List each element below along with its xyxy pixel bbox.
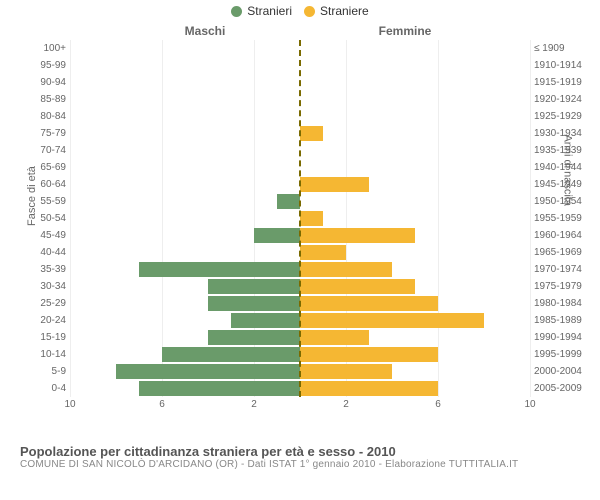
age-label: 75-79 bbox=[40, 125, 66, 142]
age-label: 70-74 bbox=[40, 142, 66, 159]
birth-year-label: 1950-1954 bbox=[534, 193, 582, 210]
birth-year-label: 1910-1914 bbox=[534, 57, 582, 74]
bar-female bbox=[300, 364, 392, 379]
bar-female bbox=[300, 262, 392, 277]
age-label: 20-24 bbox=[40, 312, 66, 329]
birth-year-label: 1970-1974 bbox=[534, 261, 582, 278]
bar-male bbox=[139, 381, 300, 396]
bar-female bbox=[300, 313, 484, 328]
age-label: 100+ bbox=[43, 40, 66, 57]
birth-year-label: 1985-1989 bbox=[534, 312, 582, 329]
birth-year-label: 1930-1934 bbox=[534, 125, 582, 142]
age-label: 40-44 bbox=[40, 244, 66, 261]
birth-year-label: 1915-1919 bbox=[534, 74, 582, 91]
age-label: 5-9 bbox=[52, 363, 66, 380]
x-tick: 6 bbox=[159, 399, 165, 410]
legend-item: Stranieri bbox=[231, 4, 292, 18]
age-label: 65-69 bbox=[40, 159, 66, 176]
chart-title: Popolazione per cittadinanza straniera p… bbox=[20, 444, 580, 459]
bar-female bbox=[300, 296, 438, 311]
plot-area: 100+≤ 190995-991910-191490-941915-191985… bbox=[70, 40, 530, 420]
x-tick: 2 bbox=[343, 399, 349, 410]
age-label: 95-99 bbox=[40, 57, 66, 74]
bar-male bbox=[162, 347, 300, 362]
center-line bbox=[299, 40, 301, 397]
bar-male bbox=[139, 262, 300, 277]
age-label: 50-54 bbox=[40, 210, 66, 227]
age-label: 90-94 bbox=[40, 74, 66, 91]
age-label: 80-84 bbox=[40, 108, 66, 125]
age-label: 15-19 bbox=[40, 329, 66, 346]
birth-year-label: 1995-1999 bbox=[534, 346, 582, 363]
birth-year-label: 1945-1949 bbox=[534, 176, 582, 193]
bar-male bbox=[116, 364, 300, 379]
bar-female bbox=[300, 211, 323, 226]
birth-year-label: 1920-1924 bbox=[534, 91, 582, 108]
legend-item: Straniere bbox=[304, 4, 369, 18]
birth-year-label: 1925-1929 bbox=[534, 108, 582, 125]
birth-year-label: 2005-2009 bbox=[534, 380, 582, 397]
chart-subtitle: COMUNE DI SAN NICOLÒ D'ARCIDANO (OR) - D… bbox=[20, 459, 580, 470]
age-label: 45-49 bbox=[40, 227, 66, 244]
x-axis: 10622610 bbox=[70, 397, 530, 417]
bar-female bbox=[300, 381, 438, 396]
legend: Stranieri Straniere bbox=[0, 0, 600, 22]
age-label: 85-89 bbox=[40, 91, 66, 108]
y-axis-title-left: Fasce di età bbox=[26, 166, 38, 226]
age-label: 60-64 bbox=[40, 176, 66, 193]
chart-footer: Popolazione per cittadinanza straniera p… bbox=[20, 444, 580, 470]
gridline bbox=[530, 40, 531, 397]
birth-year-label: 1975-1979 bbox=[534, 278, 582, 295]
bar-female bbox=[300, 228, 415, 243]
birth-year-label: 1935-1939 bbox=[534, 142, 582, 159]
bar-female bbox=[300, 177, 369, 192]
bar-male bbox=[208, 279, 300, 294]
age-label: 35-39 bbox=[40, 261, 66, 278]
legend-label: Stranieri bbox=[247, 4, 292, 18]
birth-year-label: 1990-1994 bbox=[534, 329, 582, 346]
x-tick: 10 bbox=[524, 399, 535, 410]
header-males: Maschi bbox=[110, 22, 300, 40]
age-label: 0-4 bbox=[52, 380, 66, 397]
birth-year-label: 1940-1944 bbox=[534, 159, 582, 176]
bar-male bbox=[231, 313, 300, 328]
x-tick: 6 bbox=[435, 399, 441, 410]
bar-female bbox=[300, 245, 346, 260]
bar-female bbox=[300, 279, 415, 294]
age-label: 55-59 bbox=[40, 193, 66, 210]
birth-year-label: 1955-1959 bbox=[534, 210, 582, 227]
legend-swatch bbox=[304, 6, 315, 17]
birth-year-label: 1980-1984 bbox=[534, 295, 582, 312]
header-females: Femmine bbox=[310, 22, 500, 40]
population-pyramid-chart: Maschi Femmine Fasce di età Anni di nasc… bbox=[20, 22, 580, 442]
age-label: 30-34 bbox=[40, 278, 66, 295]
birth-year-label: 2000-2004 bbox=[534, 363, 582, 380]
bar-male bbox=[208, 330, 300, 345]
birth-year-label: 1960-1964 bbox=[534, 227, 582, 244]
bar-male bbox=[254, 228, 300, 243]
bar-male bbox=[208, 296, 300, 311]
bar-female bbox=[300, 126, 323, 141]
legend-label: Straniere bbox=[320, 4, 369, 18]
legend-swatch bbox=[231, 6, 242, 17]
x-tick: 2 bbox=[251, 399, 257, 410]
bar-female bbox=[300, 347, 438, 362]
age-label: 25-29 bbox=[40, 295, 66, 312]
age-label: 10-14 bbox=[40, 346, 66, 363]
x-tick: 10 bbox=[64, 399, 75, 410]
birth-year-label: 1965-1969 bbox=[534, 244, 582, 261]
bar-female bbox=[300, 330, 369, 345]
birth-year-label: ≤ 1909 bbox=[534, 40, 565, 57]
bar-male bbox=[277, 194, 300, 209]
